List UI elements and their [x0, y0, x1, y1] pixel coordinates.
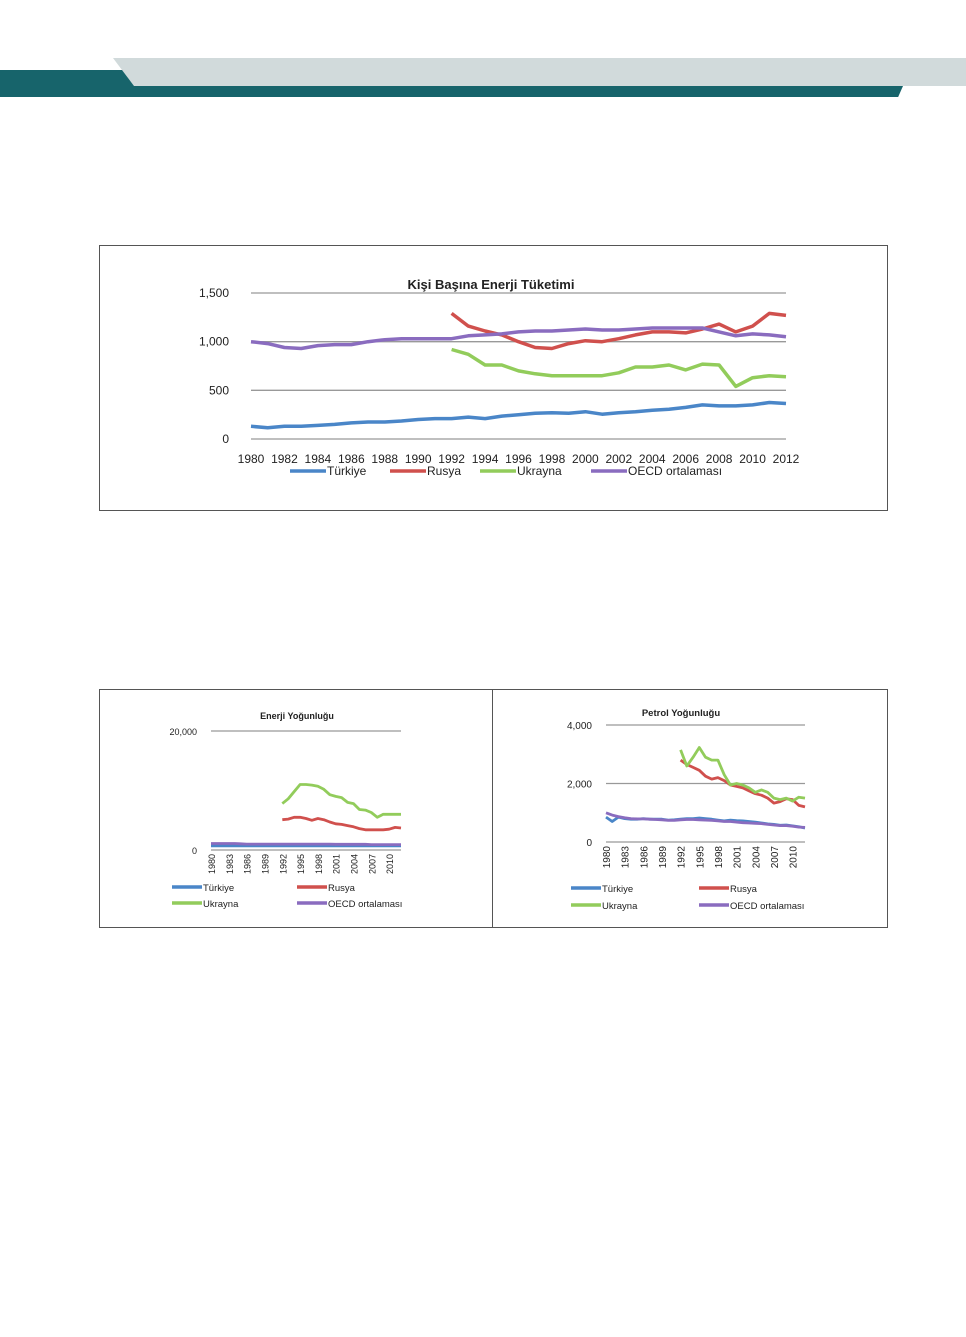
x-tick-label: 2008 [706, 452, 733, 466]
series-line-0 [250, 400, 787, 430]
legend-label: OECD ortalaması [628, 464, 722, 478]
legend-label: Rusya [427, 464, 461, 478]
x-tick-label: 2007 [770, 846, 781, 869]
x-tick-label: 1986 [243, 854, 253, 874]
legend-label: Ukrayna [602, 901, 638, 912]
x-tick-label: 2006 [672, 452, 699, 466]
series-line-1 [450, 311, 787, 351]
x-tick-label: 1989 [260, 854, 270, 874]
x-tick-label: 2002 [605, 452, 632, 466]
x-tick-label: 1980 [207, 854, 217, 874]
x-tick-label: 2010 [789, 846, 800, 869]
x-tick-label: 1998 [314, 854, 324, 874]
chart-energy-per-capita-frame: Kişi Başına Enerji Tüketimi 0 500 1,000 1,50… [99, 245, 888, 511]
x-tick-label: 1986 [639, 846, 650, 869]
series-line-3 [605, 811, 806, 829]
x-tick-label: 1996 [505, 452, 532, 466]
x-tick-label: 1992 [278, 854, 288, 874]
x-tick-label: 2004 [751, 846, 762, 869]
x-tick-label: 1984 [305, 452, 332, 466]
series-line-3 [250, 326, 787, 351]
x-tick-label: 2010 [385, 854, 395, 874]
x-tick-label: 2004 [639, 452, 666, 466]
x-tick-label: 2001 [733, 846, 744, 869]
x-tick-label: 2012 [773, 452, 800, 466]
y-tick-label: 0 [192, 846, 197, 856]
series-line-1 [282, 815, 402, 832]
legend-label: Türkiye [602, 884, 633, 895]
x-tick-label: 1990 [405, 452, 432, 466]
legend-label: Türkiye [203, 883, 234, 894]
y-tick-label: 20,000 [169, 727, 197, 737]
x-tick-label: 1998 [539, 452, 566, 466]
chart-title: Enerji Yoğunluğu [260, 711, 334, 721]
legend-label: Türkiye [327, 464, 367, 478]
x-tick-label: 1992 [438, 452, 465, 466]
y-tick-label: 1,000 [199, 335, 229, 349]
legend-label: Ukrayna [203, 899, 239, 910]
series-line-2 [679, 746, 806, 803]
series-line-3 [211, 842, 401, 847]
y-tick-label: 1,500 [199, 286, 229, 300]
x-tick-label: 1995 [695, 846, 706, 869]
x-tick-label: 2000 [572, 452, 599, 466]
x-tick-label: 2001 [332, 854, 342, 874]
x-tick-label: 1982 [271, 452, 298, 466]
y-tick-label: 0 [586, 838, 592, 849]
header-band-gray [113, 58, 966, 86]
chart-energy-intensity: Enerji Yoğunluğu 0 20,000 1980 1983 1986 1989 1… [169, 690, 493, 927]
y-tick-label: 4,000 [567, 721, 592, 732]
y-tick-label: 2,000 [567, 780, 592, 791]
series-line-2 [451, 347, 787, 389]
x-tick-label: 1994 [472, 452, 499, 466]
series-line-2 [281, 783, 401, 819]
x-tick-label: 1988 [371, 452, 398, 466]
x-tick-label: 1995 [296, 854, 306, 874]
x-tick-label: 1986 [338, 452, 365, 466]
chart-title: Petrol Yoğunluğu [642, 708, 720, 719]
x-tick-label: 1998 [714, 846, 725, 869]
x-tick-label: 1983 [621, 846, 632, 869]
legend-label: Ukrayna [517, 464, 562, 478]
legend-label: Rusya [328, 883, 356, 894]
charts-intensity-frame: Enerji Yoğunluğu 0 20,000 1980 1983 1986 1989 1… [99, 689, 888, 928]
x-tick-label: 2010 [739, 452, 766, 466]
x-tick-label: 2007 [367, 854, 377, 874]
x-tick-label: 2004 [350, 854, 360, 874]
x-tick-label: 1983 [225, 854, 235, 874]
y-tick-label: 0 [222, 432, 229, 446]
chart-title: Kişi Başına Enerji Tüketimi [408, 277, 575, 292]
x-tick-label: 1980 [602, 846, 613, 869]
chart-oil-intensity: Petrol Yoğunluğu 0 2,000 4,000 1980 1983 1986 1… [567, 708, 806, 912]
x-tick-label: 1989 [658, 846, 669, 869]
legend-label: Rusya [730, 884, 758, 895]
chart-energy-per-capita: Kişi Başına Enerji Tüketimi 0 500 1,000 1,50… [199, 277, 800, 478]
legend-label: OECD ortalaması [730, 901, 804, 912]
x-tick-label: 1992 [677, 846, 688, 869]
x-tick-label: 1980 [238, 452, 265, 466]
y-tick-label: 500 [209, 383, 229, 397]
legend-label: OECD ortalaması [328, 899, 402, 910]
